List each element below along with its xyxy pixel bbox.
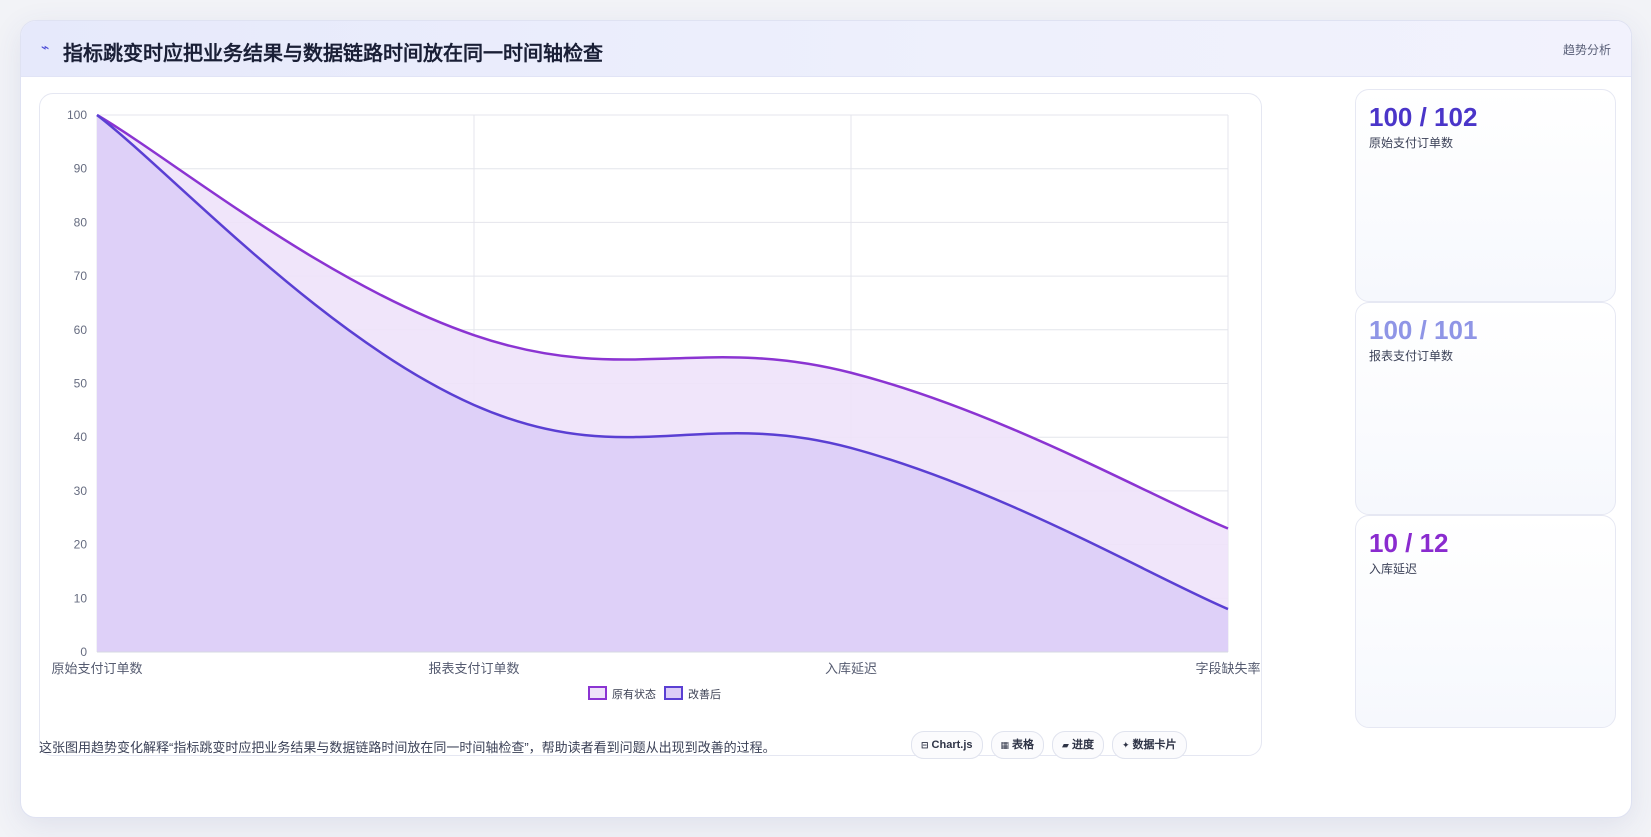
x-tick-label: 报表支付订单数 <box>428 661 519 676</box>
chip-label: 表格 <box>1012 739 1035 751</box>
stat-value: 100 / 101 <box>1369 315 1478 345</box>
chart-caption: 这张图用趋势变化解释“指标跳变时应把业务结果与数据链路时间放在同一时间轴检查”，… <box>39 740 776 755</box>
y-tick-label: 60 <box>74 323 88 337</box>
stat-value: 10 / 12 <box>1369 528 1449 558</box>
series-line-1 <box>96 114 1229 611</box>
series-line-0 <box>96 113 1229 530</box>
chip-data-card[interactable]: ✦ 数据卡片 <box>1111 731 1187 759</box>
y-tick-label: 10 <box>74 591 88 605</box>
y-tick-label: 80 <box>74 215 88 229</box>
chart-card: ⌁ 指标跳变时应把业务结果与数据链路时间放在同一时间轴检查 趋势分析 0 10 20… <box>20 20 1632 818</box>
y-tick-label: 70 <box>74 269 88 283</box>
series-area-1 <box>97 115 1228 652</box>
y-tick-label: 20 <box>74 538 88 552</box>
table-icon: ▦ <box>1000 740 1010 750</box>
tool-chips: ⊟ Chart.js ▦ 表格 ▰ 进度 ✦ 数据卡片 <box>911 731 1187 759</box>
x-tick-label: 字段缺失率 <box>1195 661 1260 676</box>
legend-swatch <box>664 686 683 700</box>
area-chart: 0 10 20 30 40 50 60 70 80 90 100 原始支付订单数 报表支付订单数 入库延迟… <box>51 108 1260 701</box>
chip-label: 数据卡片 <box>1132 739 1177 751</box>
y-tick-label: 0 <box>80 645 87 659</box>
y-tick-label: 30 <box>74 484 88 498</box>
chip-label: Chart.js <box>931 739 973 751</box>
trend-icon: ⌁ <box>41 39 50 55</box>
card-header: ⌁ 指标跳变时应把业务结果与数据链路时间放在同一时间轴检查 趋势分析 <box>21 21 1631 77</box>
x-tick-label: 原始支付订单数 <box>51 661 142 676</box>
y-tick-label: 40 <box>74 430 88 444</box>
sparkle-icon: ✦ <box>1121 740 1130 750</box>
stat-card-orders-raw: 100 / 102 原始支付订单数 <box>1355 89 1616 302</box>
y-tick-label: 100 <box>67 108 87 122</box>
chip-progress[interactable]: ▰ 进度 <box>1052 731 1104 759</box>
progress-icon: ▰ <box>1062 740 1069 750</box>
chart-panel: 0 10 20 30 40 50 60 70 80 90 100 原始支付订单数 报表支付订单数 入库延迟… <box>39 93 1262 756</box>
stat-label: 入库延迟 <box>1369 562 1418 576</box>
chip-table[interactable]: ▦ 表格 <box>990 731 1045 759</box>
stat-card-delay: 10 / 12 入库延迟 <box>1355 515 1616 728</box>
y-tick-label: 90 <box>74 162 88 176</box>
stat-label: 原始支付订单数 <box>1369 136 1454 150</box>
page-title: 指标跳变时应把业务结果与数据链路时间放在同一时间轴检查 <box>63 43 603 65</box>
stat-card-orders-report: 100 / 101 报表支付订单数 <box>1355 302 1616 515</box>
legend-label: 原有状态 <box>612 687 656 701</box>
legend-swatch <box>588 686 607 700</box>
stat-value: 100 / 102 <box>1369 102 1478 132</box>
legend-label: 改善后 <box>688 687 721 701</box>
chart-icon: ⊟ <box>921 740 929 750</box>
category-tag: 趋势分析 <box>1562 43 1611 57</box>
y-tick-label: 50 <box>74 377 88 391</box>
chip-chartjs[interactable]: ⊟ Chart.js <box>911 731 983 759</box>
x-tick-label: 入库延迟 <box>825 661 877 676</box>
stat-label: 报表支付订单数 <box>1369 349 1454 363</box>
chip-label: 进度 <box>1071 739 1094 751</box>
